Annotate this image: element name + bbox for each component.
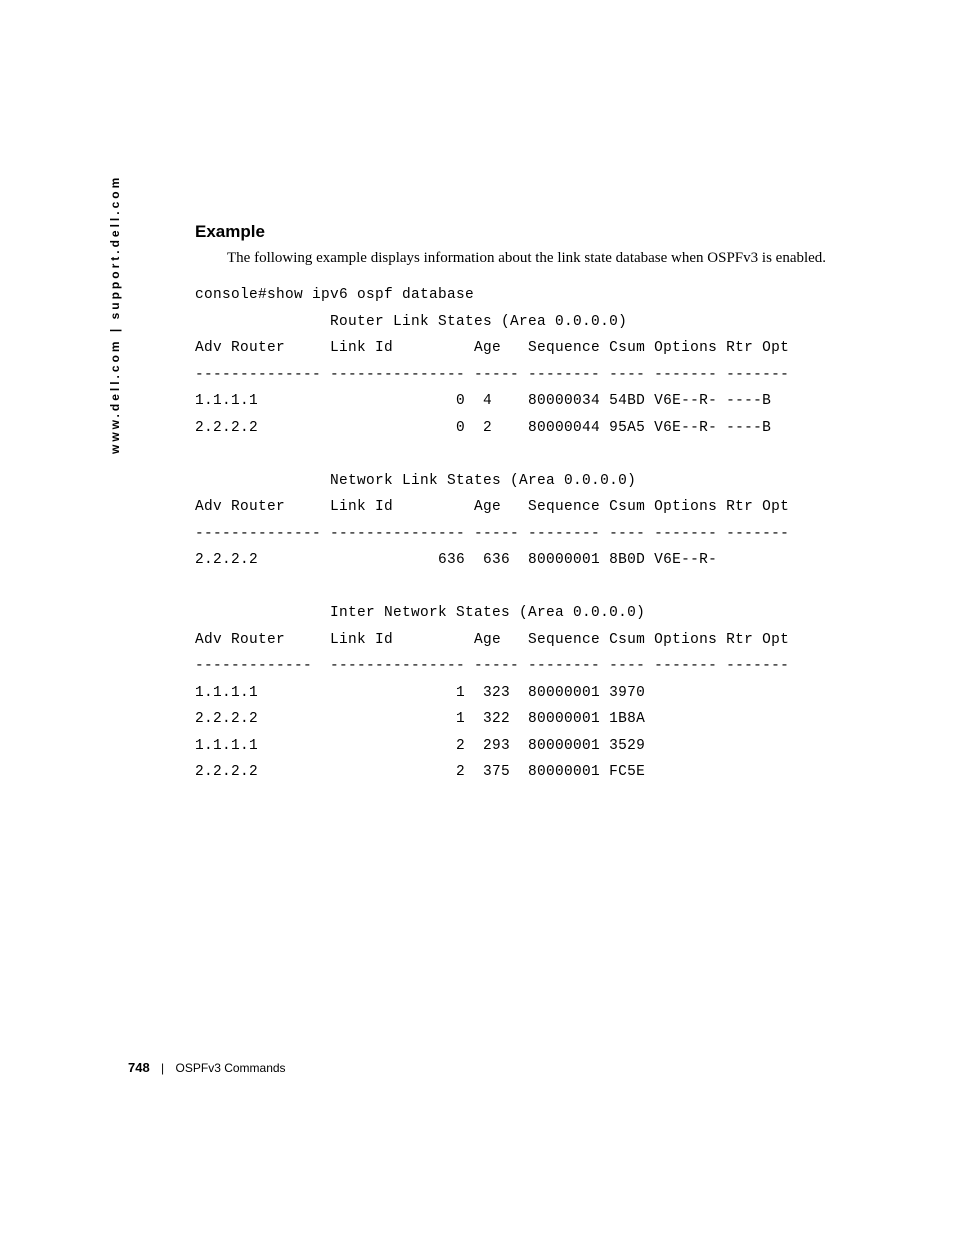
- example-heading: Example: [195, 222, 875, 242]
- side-url: www.dell.com | support.dell.com: [108, 175, 122, 454]
- footer-section: OSPFv3 Commands: [176, 1061, 286, 1075]
- content-block: Example The following example displays i…: [195, 222, 875, 786]
- page-footer: 748 | OSPFv3 Commands: [128, 1060, 286, 1075]
- page: www.dell.com | support.dell.com Example …: [0, 0, 954, 1235]
- page-number: 748: [128, 1060, 150, 1075]
- footer-separator: |: [161, 1061, 164, 1075]
- console-output: console#show ipv6 ospf database Router L…: [195, 282, 875, 786]
- intro-text: The following example displays informati…: [227, 248, 875, 268]
